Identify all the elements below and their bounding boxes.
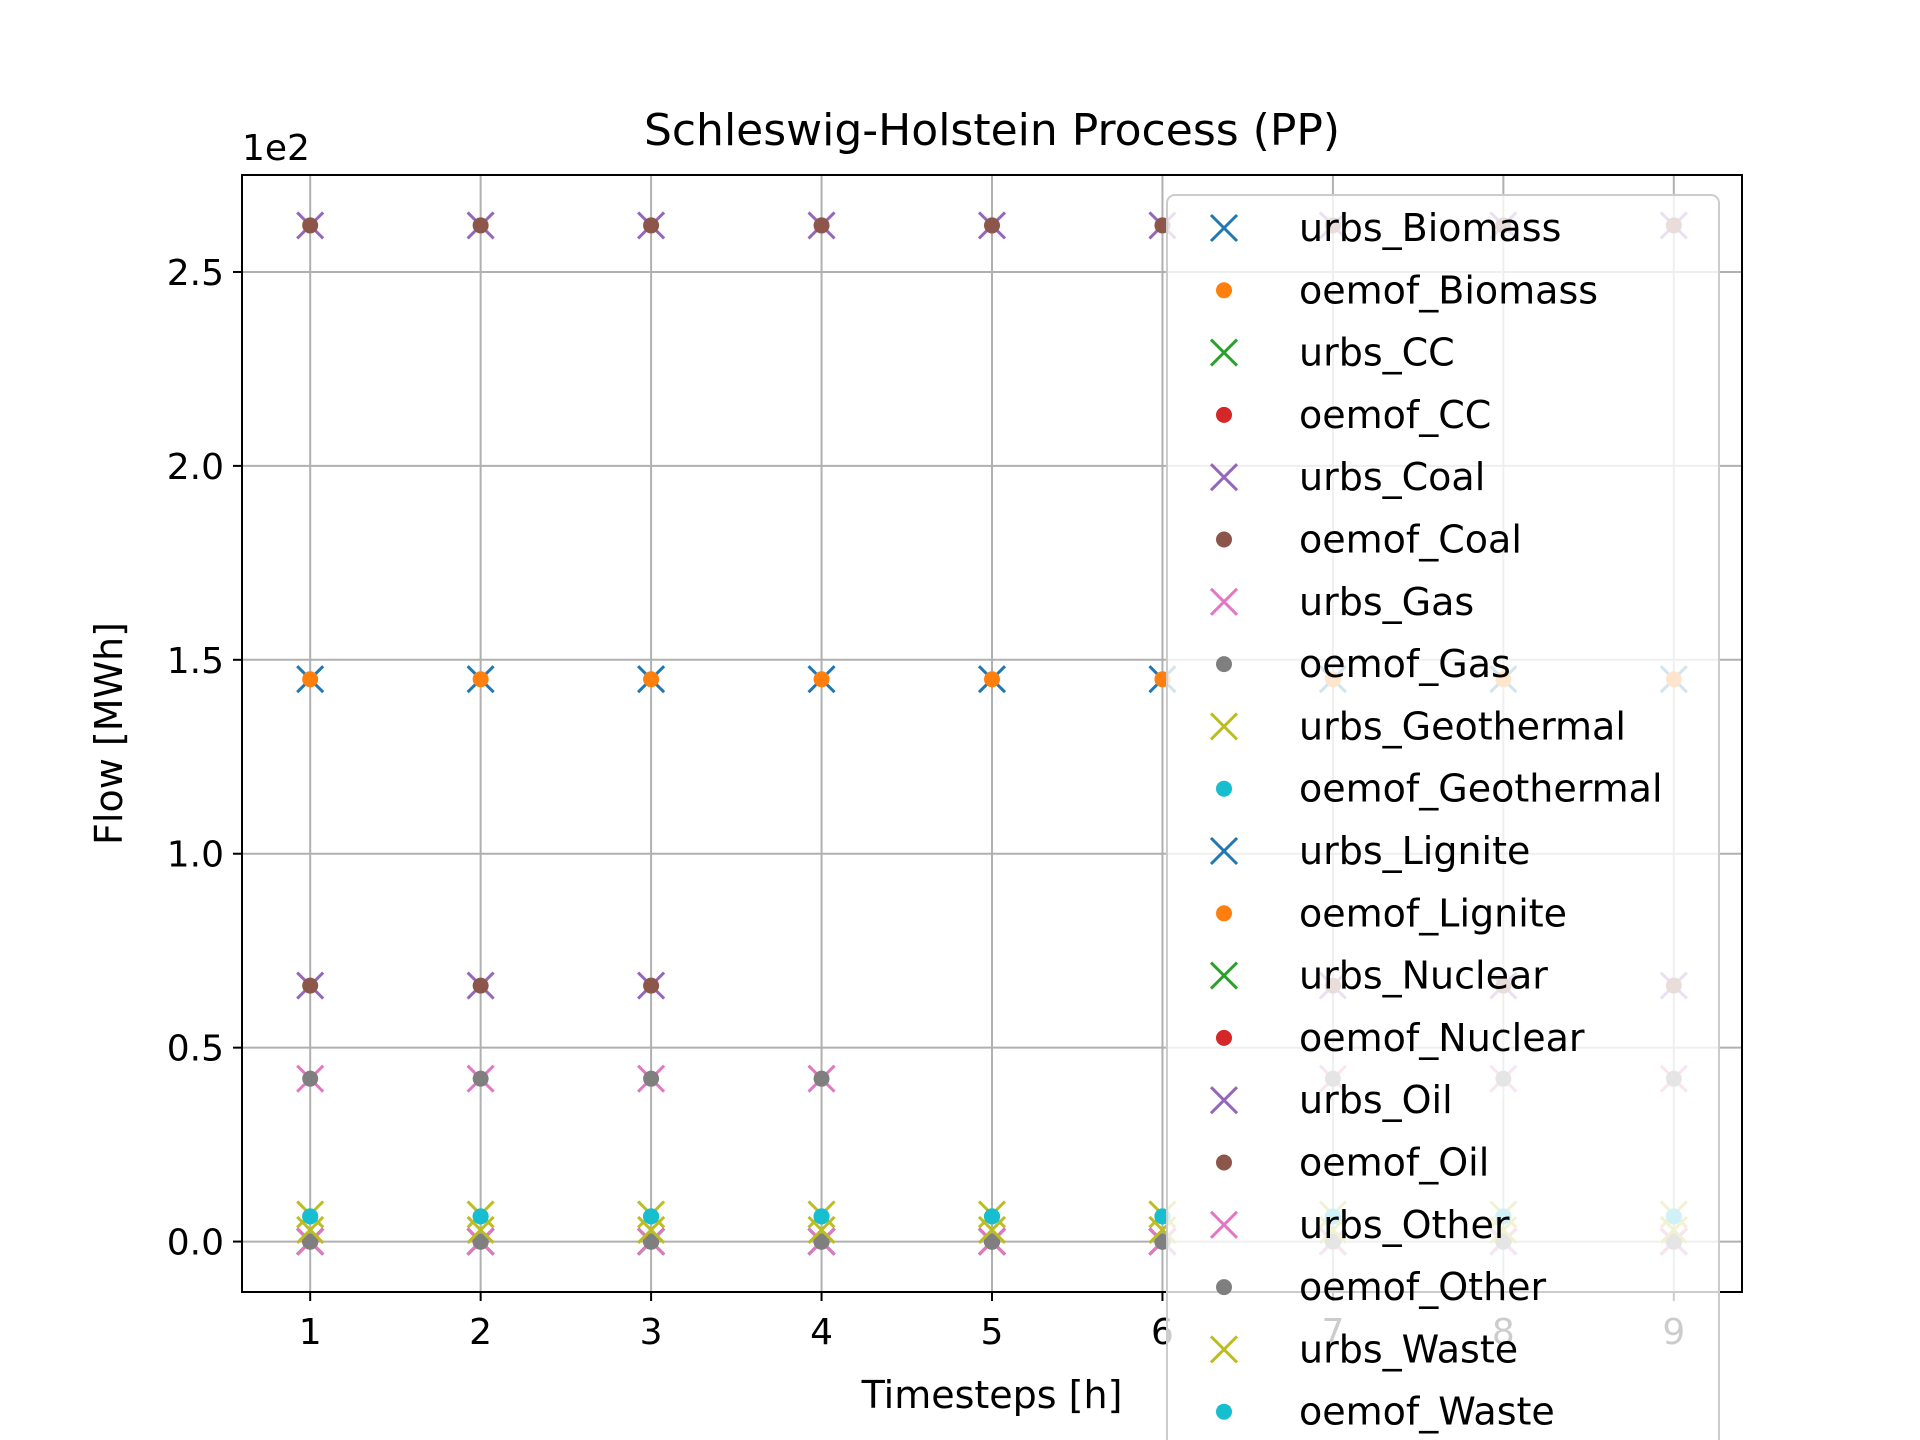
chart-title: Schleswig-Holstein Process (PP) (644, 105, 1340, 156)
data-point-oemof_Gas (472, 1070, 489, 1087)
legend-marker-urbs_Geothermal (1209, 712, 1239, 741)
data-point-urbs_Waste (807, 1215, 836, 1245)
legend-marker-urbs_Coal (1209, 463, 1239, 492)
data-point-oemof_Gas (813, 1070, 830, 1087)
data-point-oemof_Coal (984, 217, 1000, 234)
legend-marker-oemof_Nuclear (1216, 1029, 1232, 1046)
legend-marker-oemof_Other (1216, 1279, 1232, 1296)
legend-marker-urbs_Oil (1209, 1086, 1239, 1115)
legend-label: oemof_Biomass (1299, 268, 1598, 312)
data-point-oemof_Biomass (984, 671, 1000, 688)
y-axis-scale-label: 1e2 (242, 128, 310, 169)
data-point-oemof_Waste (472, 1208, 489, 1225)
legend-marker-urbs_Other (1209, 1210, 1239, 1239)
legend-label: oemof_Geothermal (1299, 767, 1663, 811)
legend-label: oemof_Oil (1299, 1141, 1489, 1185)
legend-marker-urbs_CC (1209, 338, 1239, 367)
data-point-oemof_Biomass (472, 671, 489, 688)
data-point-oemof_Other (643, 1233, 660, 1250)
data-point-oemof_Coal (472, 217, 489, 234)
legend-label: oemof_Coal (1299, 518, 1522, 562)
legend-marker-urbs_Nuclear (1209, 961, 1239, 990)
data-point-oemof_Coal (813, 217, 830, 234)
legend-marker-oemof_Biomass (1216, 282, 1232, 299)
x-tick-label: 5 (981, 1312, 1004, 1353)
legend-label: urbs_CC (1299, 331, 1455, 375)
data-point-oemof_Waste (813, 1208, 830, 1225)
legend-label: urbs_Geothermal (1299, 704, 1626, 748)
data-point-oemof_Oil (302, 977, 319, 994)
legend-box (1166, 194, 1720, 1440)
data-point-urbs_Waste (637, 1215, 666, 1245)
legend-label: urbs_Lignite (1299, 829, 1530, 873)
x-tick-label: 2 (469, 1312, 492, 1353)
legend-label: oemof_Lignite (1299, 891, 1567, 935)
x-axis-label: Timesteps [h] (861, 1373, 1123, 1417)
data-point-oemof_Oil (472, 977, 489, 994)
legend-marker-urbs_Biomass (1209, 213, 1239, 243)
legend-label: oemof_Nuclear (1299, 1016, 1585, 1060)
legend-marker-oemof_Coal (1216, 531, 1232, 548)
y-axis-label: Flow [MWh] (87, 622, 131, 845)
data-point-oemof_Waste (643, 1208, 660, 1225)
legend-label: urbs_Other (1299, 1203, 1510, 1247)
data-point-oemof_Biomass (302, 671, 319, 688)
legend-label: urbs_Biomass (1299, 206, 1561, 250)
legend-label: urbs_Oil (1299, 1078, 1453, 1122)
data-point-oemof_Biomass (813, 671, 830, 688)
legend-marker-oemof_Geothermal (1216, 780, 1232, 797)
data-point-oemof_Gas (302, 1070, 319, 1087)
legend-label: urbs_Coal (1299, 455, 1485, 499)
data-point-oemof_Gas (643, 1070, 660, 1087)
y-tick-label: 2.5 (167, 253, 224, 294)
legend-label: oemof_Gas (1299, 642, 1511, 686)
data-point-urbs_Waste (296, 1215, 325, 1245)
y-tick-label: 0.0 (167, 1223, 224, 1264)
legend-marker-urbs_Waste (1209, 1335, 1239, 1364)
data-point-oemof_Other (984, 1233, 1000, 1250)
legend-marker-urbs_Lignite (1209, 836, 1239, 866)
x-tick-label: 4 (810, 1312, 833, 1353)
legend: urbs_Biomass oemof_Biomass urbs_CC oemof_CC… (1166, 194, 1720, 1440)
y-tick-label: 0.5 (167, 1029, 224, 1070)
data-point-oemof_Waste (302, 1208, 319, 1225)
data-point-oemof_Other (472, 1233, 489, 1250)
y-tick-label: 1.5 (167, 641, 224, 682)
legend-marker-oemof_Gas (1216, 656, 1232, 673)
legend-label: oemof_Other (1299, 1265, 1547, 1309)
legend-marker-oemof_Oil (1216, 1154, 1232, 1171)
data-point-oemof_Waste (984, 1208, 1000, 1225)
legend-label: oemof_Waste (1299, 1390, 1555, 1434)
y-tick-label: 1.0 (167, 835, 224, 876)
data-point-oemof_Other (302, 1233, 319, 1250)
data-point-oemof_Coal (302, 217, 319, 234)
legend-marker-oemof_Waste (1216, 1403, 1232, 1420)
legend-marker-oemof_CC (1216, 406, 1232, 423)
legend-label: urbs_Nuclear (1299, 954, 1548, 998)
y-tick-label: 2.0 (167, 447, 224, 488)
legend-label: urbs_Gas (1299, 580, 1474, 624)
data-point-oemof_Other (813, 1233, 830, 1250)
data-point-oemof_Biomass (643, 671, 660, 688)
data-point-oemof_Coal (643, 217, 660, 234)
data-point-urbs_Waste (977, 1215, 1007, 1245)
legend-label: urbs_Waste (1299, 1327, 1518, 1371)
x-tick-label: 3 (640, 1312, 663, 1353)
legend-marker-urbs_Gas (1209, 587, 1239, 616)
x-tick-label: 1 (299, 1312, 322, 1353)
legend-marker-oemof_Lignite (1216, 905, 1232, 922)
data-point-urbs_Waste (466, 1215, 495, 1245)
data-point-oemof_Oil (643, 977, 660, 994)
legend-label: oemof_CC (1299, 393, 1491, 437)
